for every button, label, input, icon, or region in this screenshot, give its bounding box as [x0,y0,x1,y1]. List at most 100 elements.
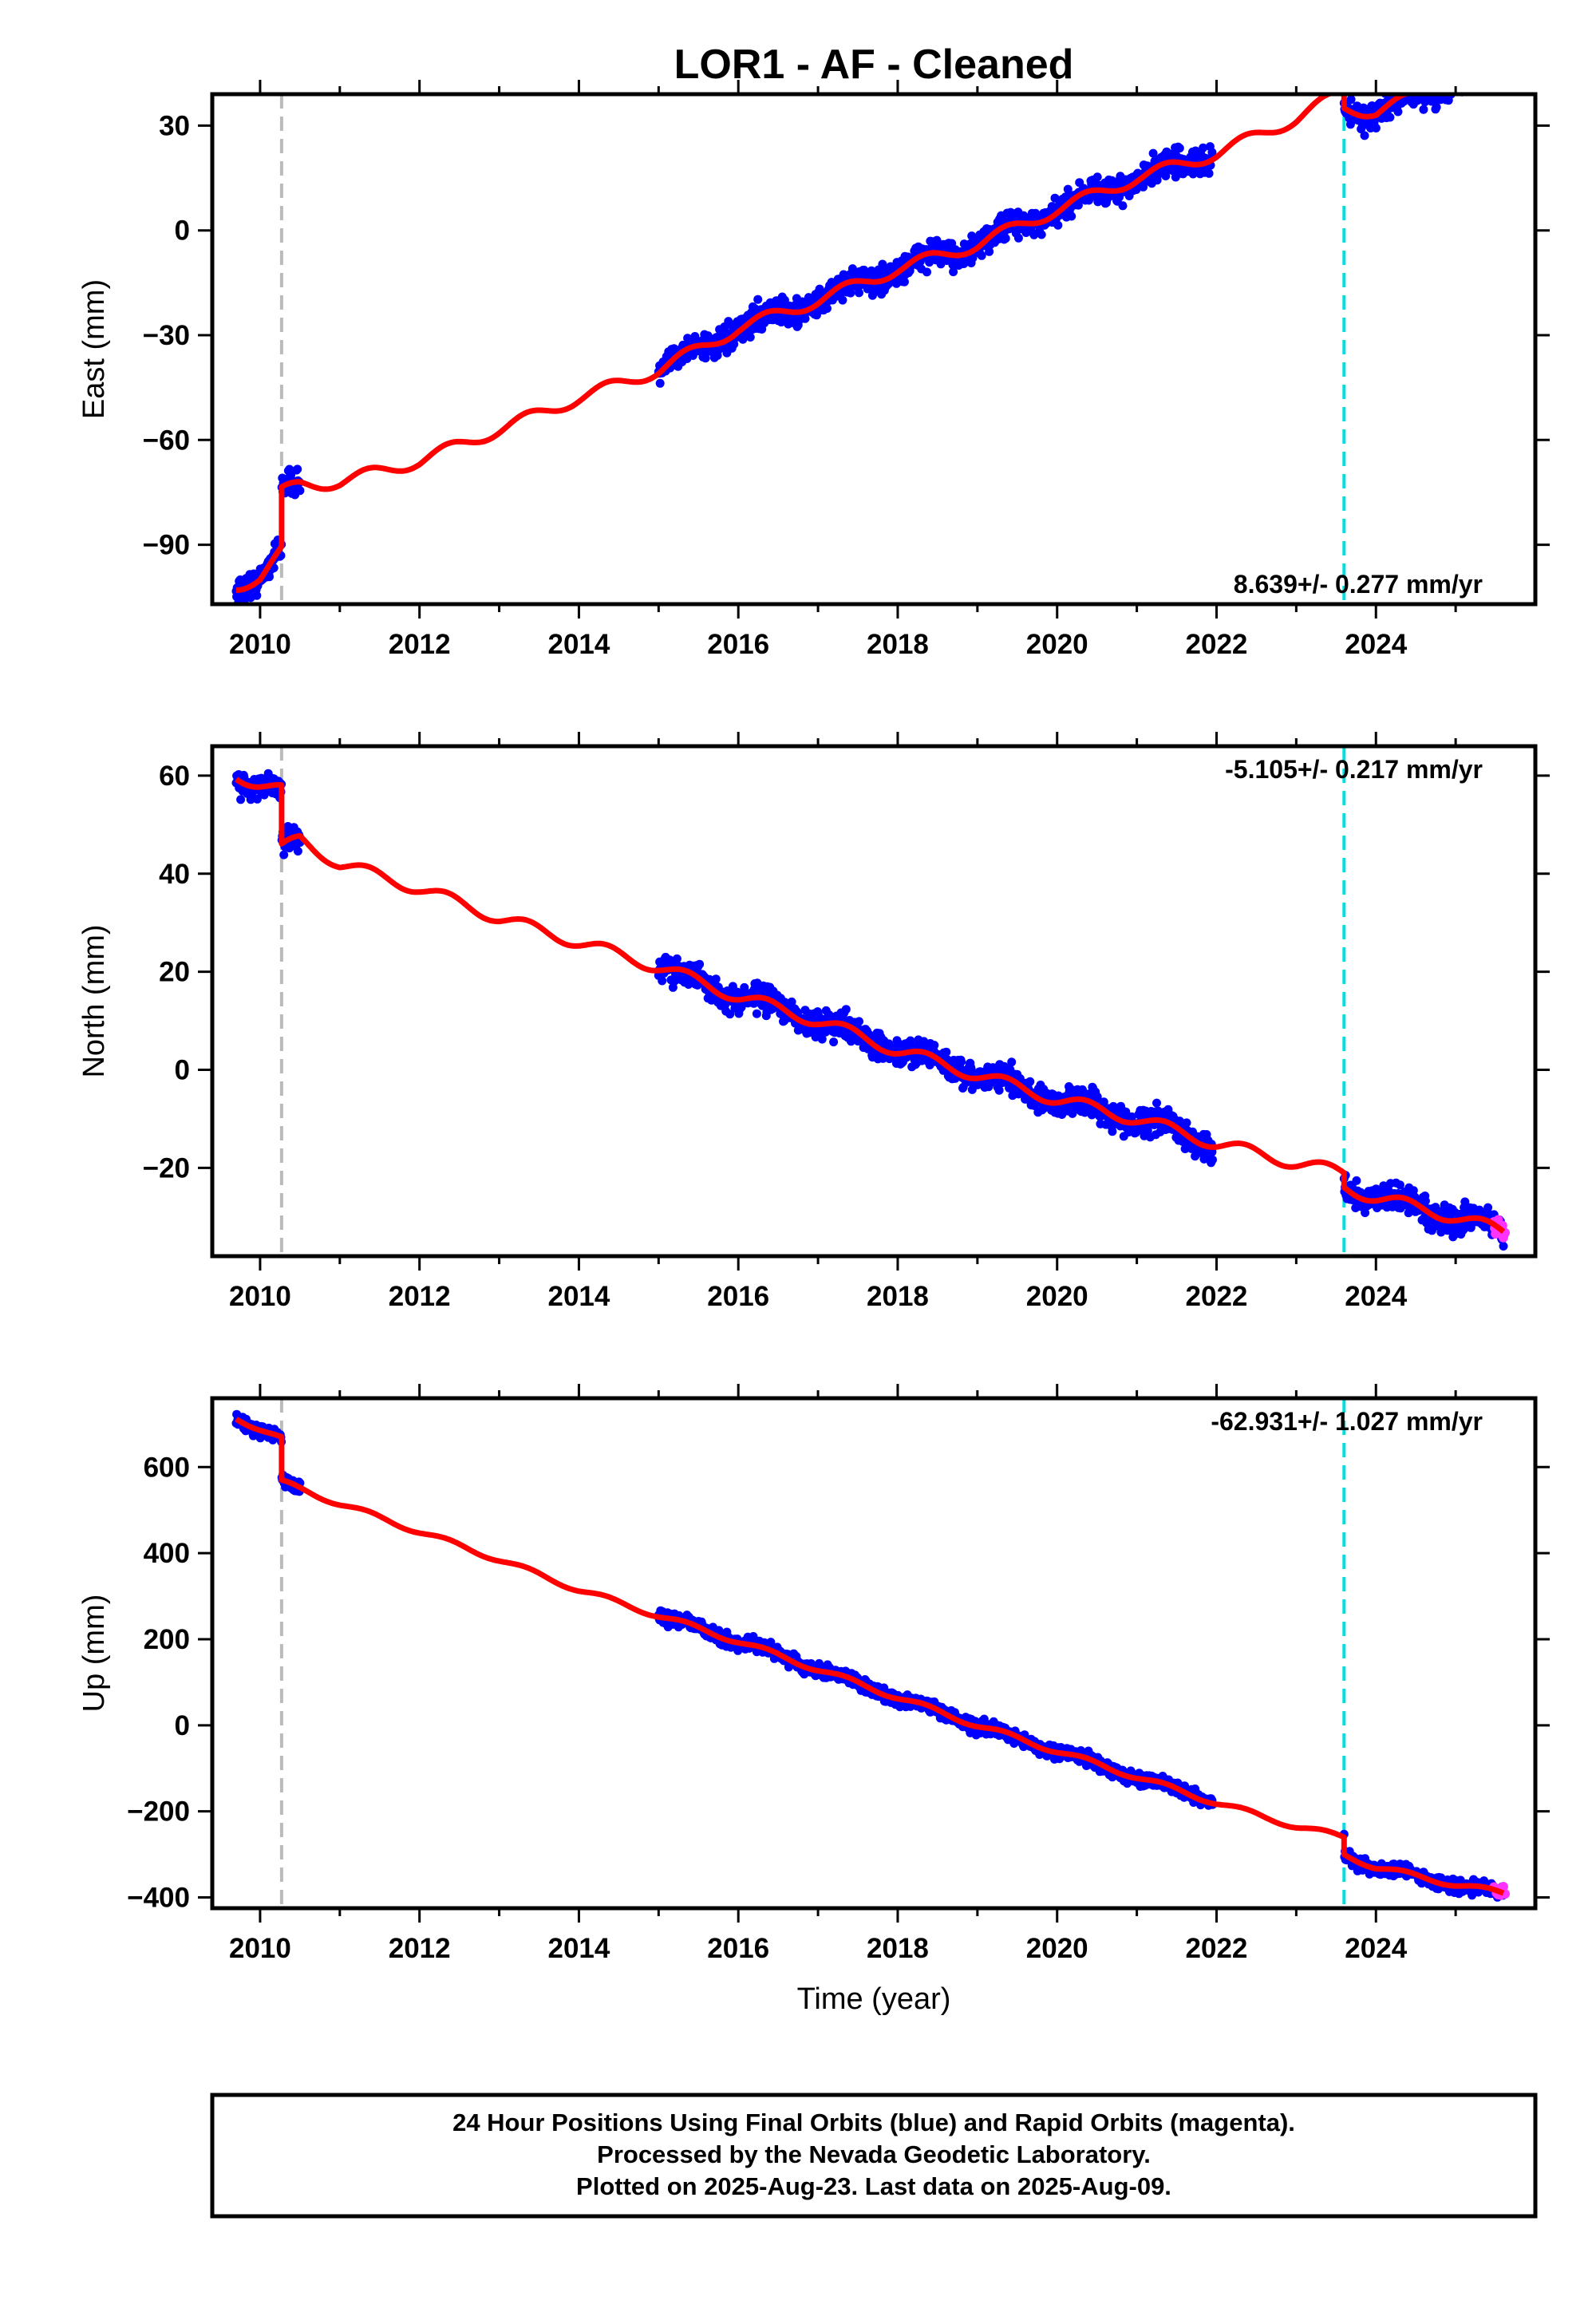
data-point [1491,43,1500,52]
rapid-point [1493,36,1503,45]
rapid-point [1500,44,1510,53]
data-point [1399,81,1408,89]
data-point [1208,1155,1217,1164]
data-point [1063,184,1073,194]
x-tick-label: 2018 [867,1281,929,1312]
data-point [1448,76,1457,85]
data-point [1395,1180,1404,1190]
x-tick-label: 2022 [1186,629,1248,660]
data-point [1441,82,1450,91]
x-tick-label: 2024 [1345,629,1407,660]
x-tick-label: 2024 [1345,1933,1407,1964]
data-point [1456,76,1465,85]
data-point [1498,41,1507,49]
data-point [1468,72,1477,81]
data-point [855,1017,863,1026]
data-point [966,1064,976,1073]
data-point [1487,62,1495,71]
data-point [1492,45,1501,53]
data-point [1499,43,1508,52]
data-point [1118,201,1128,211]
data-point [1404,82,1413,91]
data-point [985,247,994,256]
data-point [1152,1098,1161,1108]
data-point [1148,148,1158,158]
data-point [1408,79,1417,88]
data-point [1398,83,1407,92]
data-point [725,1010,735,1019]
data-point [932,235,942,245]
data-point [1418,79,1427,88]
data-point [1408,1186,1418,1196]
data-point [1485,50,1494,59]
panel-north: 2010 2012 2014 2016 2018 2020 2022 20246040200−… [77,732,1550,1312]
data-point [1499,1242,1508,1251]
y-tick-label: −400 [127,1883,190,1914]
data-point [1361,1208,1370,1218]
data-point [1392,78,1400,87]
rapid-point [1491,45,1500,54]
data-point [1440,81,1448,90]
data-point [655,378,665,388]
data-point [1455,74,1464,83]
x-tick-label: 2020 [1026,1281,1088,1312]
x-tick-label: 2010 [229,629,291,660]
y-tick-label: 30 [159,110,190,141]
data-point [1037,230,1046,239]
data-point [1426,85,1435,93]
data-point [1143,1126,1152,1135]
data-point [1471,55,1479,64]
rapid-point [1495,46,1504,56]
data-point [1460,70,1468,79]
data-point [1463,63,1472,72]
plot-frame-east [210,92,1538,607]
data-point [1182,1118,1191,1128]
plot-area-north [231,746,1510,1256]
data-point [1494,45,1503,54]
data-point [1420,1196,1430,1206]
data-point [1457,81,1466,89]
data-point [1476,55,1484,64]
data-point [1420,81,1429,89]
data-point [1478,65,1487,74]
data-point [729,339,739,349]
rapid-point [1489,44,1499,53]
x-tick-label: 2012 [389,629,451,660]
data-point [823,304,832,313]
data-point [847,264,857,274]
data-point [1466,61,1475,69]
x-tick-label: 2018 [867,1933,929,1964]
data-point [1490,55,1499,64]
data-point [1464,63,1473,72]
x-tick-label: 2012 [389,1933,451,1964]
data-point [1453,77,1462,86]
data-point [1139,182,1148,192]
y-axis-label-up: Up (mm) [77,1595,111,1713]
data-point [1472,72,1480,81]
x-tick-label: 2014 [548,629,610,660]
x-tick-label: 2020 [1026,629,1088,660]
data-point [949,267,958,277]
data-point [1053,220,1063,230]
data-point [800,314,810,323]
model-fit-line-up [235,1417,1505,1896]
data-point [1405,82,1414,91]
data-point [246,795,255,804]
data-point [1468,64,1477,73]
data-point [1385,113,1395,122]
rapid-point [1499,43,1508,53]
data-point [1459,65,1468,73]
x-axis-label: Time (year) [797,1982,951,2016]
data-point [1412,80,1420,89]
y-tick-label: 40 [159,859,190,890]
y-tick-label: 400 [144,1538,190,1569]
data-point [1458,73,1467,82]
data-point [1460,64,1469,73]
data-point [1494,50,1503,59]
rapid-point [1497,49,1507,58]
data-point [1488,56,1497,65]
data-point [1406,83,1415,92]
data-point [1479,54,1488,63]
data-point [695,959,705,969]
